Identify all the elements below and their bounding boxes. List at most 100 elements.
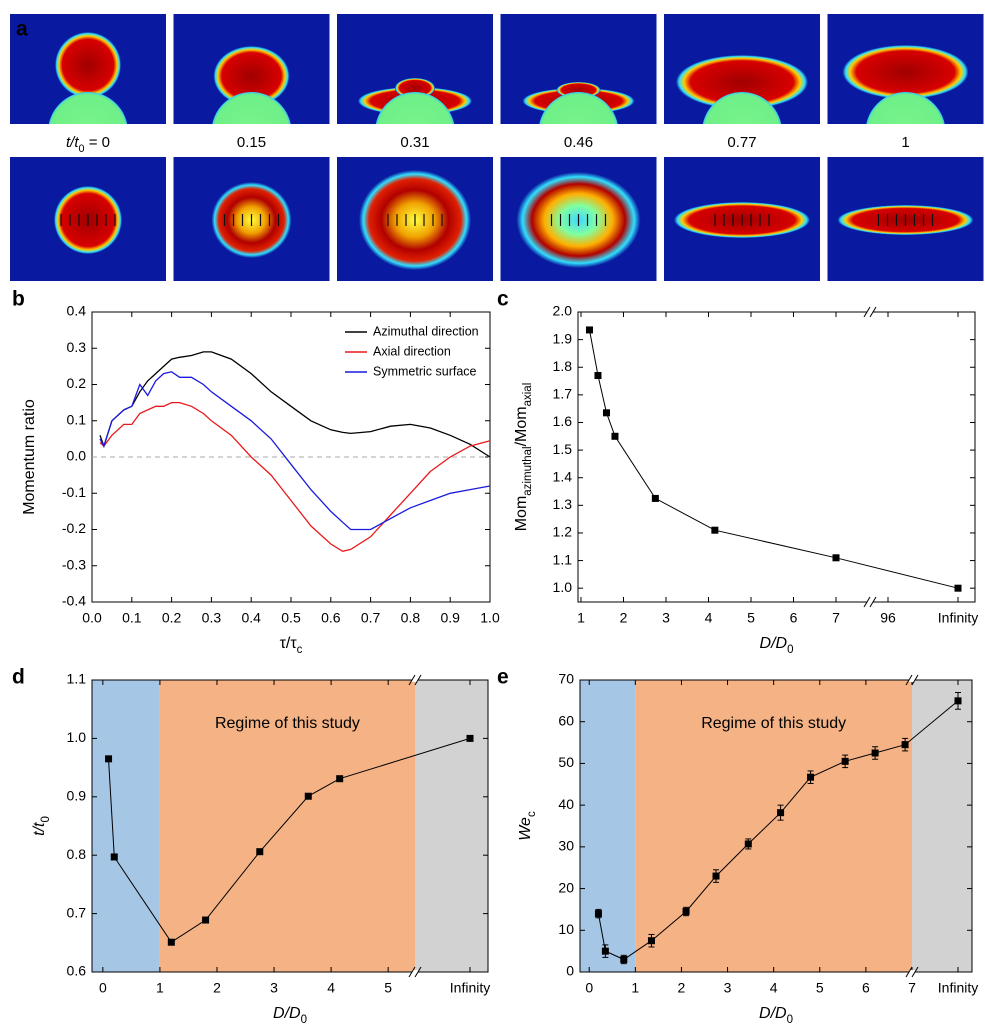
data-point (202, 916, 210, 924)
label-part: 0 (40, 816, 52, 822)
data-point (777, 809, 785, 817)
sphere (212, 92, 291, 124)
y-tick-label: 50 (558, 754, 574, 770)
y-tick-label: 0.0 (67, 448, 87, 464)
axis-break (905, 674, 913, 686)
y-tick-label: 10 (558, 921, 574, 937)
region (415, 680, 488, 972)
legend-label: Axial direction (373, 344, 451, 358)
time-label: 0.77 (727, 134, 756, 151)
data-point (807, 773, 815, 781)
label-part: D/D (273, 1005, 301, 1022)
y-tick-label: 0.1 (67, 411, 87, 427)
snapshot-bottom (10, 157, 166, 281)
axis-break-gap (412, 678, 418, 682)
x-tick-label: 0.0 (82, 610, 102, 626)
label-part: τ/τ (280, 635, 298, 652)
x-tick-label: 3 (662, 610, 670, 626)
y-tick-label: 20 (558, 879, 574, 895)
region (580, 680, 636, 972)
data-point (682, 908, 690, 916)
x-tick-label: 6 (862, 980, 870, 996)
y-tick-label: 1.6 (553, 413, 573, 429)
y-tick-label: 1.1 (553, 551, 573, 567)
x-tick-label: 0 (585, 980, 593, 996)
axis-break (869, 596, 877, 608)
y-tick-label: 1.3 (553, 496, 573, 512)
data-point (110, 853, 118, 861)
y-tick-label: 1.7 (553, 386, 573, 402)
time-label: t/t0 = 0 (66, 134, 110, 155)
y-tick-label: -0.3 (62, 556, 86, 572)
data-point (744, 840, 752, 848)
x-tick-label: 96 (880, 610, 896, 626)
plot-frame (579, 679, 973, 973)
axis-break (911, 966, 919, 978)
y-tick-label: 1.9 (553, 330, 573, 346)
y-tick-label: 30 (558, 838, 574, 854)
data-point (304, 792, 312, 800)
droplet (213, 46, 290, 106)
label-part: 0 (301, 1014, 307, 1024)
y-tick-label: 0.8 (67, 846, 87, 862)
x-tick-label: 0 (99, 980, 107, 996)
axis-break (863, 596, 871, 608)
data-point (594, 910, 602, 918)
y-tick-label: 1.8 (553, 358, 573, 374)
time-label: 0.15 (237, 134, 266, 151)
label-part: axial (522, 383, 534, 407)
x-tick-label: 0.6 (321, 610, 341, 626)
x-tick-label: 6 (790, 610, 798, 626)
x-tick-label: 2 (678, 980, 686, 996)
label-part: 0 (787, 644, 793, 656)
label-part: 0 (787, 1014, 793, 1024)
x-tick-label: 0.8 (401, 610, 421, 626)
label-part: t/t (31, 822, 48, 836)
sphere (702, 92, 782, 124)
region (92, 680, 160, 972)
axis-break-gap (909, 678, 915, 682)
x-tick-label: 0.1 (122, 610, 142, 626)
x-axis-label: D/D0 (273, 1005, 307, 1024)
snapshot-bottom (173, 157, 330, 281)
series-line (99, 401, 491, 552)
plot-frame (577, 311, 976, 603)
y-tick-label: 60 (558, 712, 574, 728)
sphere (539, 92, 618, 124)
panel-a (10, 14, 984, 281)
axis-break (408, 674, 416, 686)
label-part: D/D (759, 1005, 787, 1022)
x-tick-label: 1 (577, 610, 585, 626)
series-line (589, 329, 959, 589)
axis-break (414, 674, 422, 686)
data-point (256, 848, 264, 856)
region (912, 680, 972, 972)
axis-break-gap (867, 310, 873, 314)
x-tick-label: 1 (631, 980, 639, 996)
label-part: /Mom (513, 406, 530, 446)
data-point (105, 755, 113, 763)
label-part: = 0 (85, 134, 110, 151)
x-tick-label: Infinity (938, 980, 978, 996)
y-tick-label: 1.2 (553, 524, 573, 540)
x-tick-label: 0.7 (361, 610, 381, 626)
x-tick-label: 3 (270, 980, 278, 996)
label-part: c (526, 811, 538, 817)
y-tick-label: -0.1 (62, 484, 86, 500)
y-tick-label: 40 (558, 796, 574, 812)
data-point (832, 554, 840, 562)
label-part: We (517, 817, 534, 841)
sphere (375, 92, 455, 124)
x-tick-label: Infinity (450, 980, 490, 996)
data-point (712, 872, 720, 880)
axis-break (408, 966, 416, 978)
panel-label: e (497, 666, 509, 689)
data-point (585, 326, 593, 334)
time-label: 1 (901, 134, 909, 151)
y-tick-label: 0.7 (67, 904, 87, 920)
panel-label: b (12, 288, 25, 311)
x-tick-label: 0.9 (440, 610, 460, 626)
x-tick-label: 5 (747, 610, 755, 626)
x-tick-label: 7 (832, 610, 840, 626)
x-tick-label: 4 (770, 980, 778, 996)
